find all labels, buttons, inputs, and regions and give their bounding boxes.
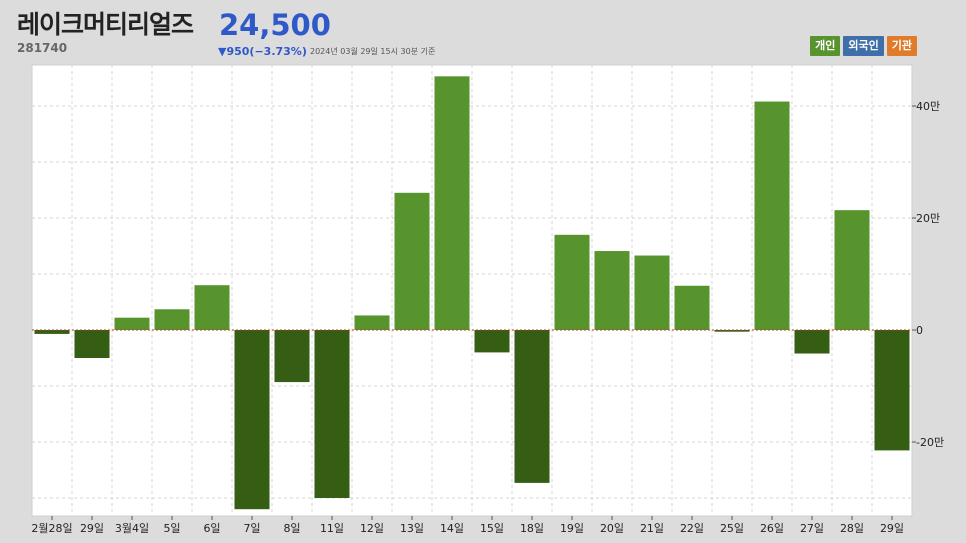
legend-individual[interactable]: 개인 <box>810 36 841 56</box>
bar <box>754 101 790 331</box>
legend-institution[interactable]: 기관 <box>886 36 917 56</box>
x-tick-label: 27일 <box>800 521 824 535</box>
bar <box>674 285 710 330</box>
y-tick-label: -20만 <box>916 436 944 449</box>
x-tick-label: 25일 <box>720 521 744 535</box>
x-tick-label: 7일 <box>243 521 260 535</box>
legend-foreign[interactable]: 외국인 <box>843 36 884 56</box>
stock-code: 281740 <box>17 41 68 55</box>
x-tick-label: 11일 <box>320 521 344 535</box>
x-tick-label: 20일 <box>600 521 624 535</box>
bar <box>714 330 750 332</box>
x-tick-label: 3월4일 <box>115 521 149 535</box>
bar <box>514 330 550 483</box>
bar <box>234 330 270 510</box>
timestamp: 2024년 03월 29일 15시 30분 기준 <box>310 47 436 56</box>
bar <box>594 251 630 330</box>
x-tick-label: 28일 <box>840 521 864 535</box>
x-tick-label: 18일 <box>520 521 544 535</box>
x-tick-label: 29일 <box>880 521 904 535</box>
x-tick-label: 8일 <box>283 521 300 535</box>
x-tick-label: 22일 <box>680 521 704 535</box>
bar <box>314 330 350 498</box>
bar <box>874 330 910 451</box>
y-tick-label: 20만 <box>916 212 940 225</box>
x-tick-label: 19일 <box>560 521 584 535</box>
bar <box>154 309 190 330</box>
y-tick-label: 40만 <box>916 100 940 113</box>
stock-price: 24,500 <box>219 8 331 42</box>
x-tick-label: 12일 <box>360 521 384 535</box>
legend: 개인 외국인 기관 <box>810 36 917 56</box>
bar <box>194 285 230 330</box>
bar <box>114 317 150 330</box>
x-tick-label: 14일 <box>440 521 464 535</box>
y-tick-label: 0 <box>916 324 923 337</box>
bar <box>794 330 830 354</box>
bar <box>474 330 510 353</box>
x-tick-label: 6일 <box>203 521 220 535</box>
x-tick-label: 29일 <box>80 521 104 535</box>
stock-name: 레이크머티리얼즈 <box>17 10 194 39</box>
bar <box>634 255 670 330</box>
x-tick-label: 15일 <box>480 521 504 535</box>
x-tick-label: 26일 <box>760 521 784 535</box>
x-tick-label: 5일 <box>163 521 180 535</box>
bar <box>834 210 870 330</box>
bar <box>354 315 390 330</box>
x-tick-label: 21일 <box>640 521 664 535</box>
price-change: ▼950(−3.73%) <box>218 45 307 58</box>
bar <box>394 192 430 330</box>
bar <box>74 330 110 358</box>
x-tick-label: 13일 <box>400 521 424 535</box>
bar <box>34 330 70 334</box>
bar <box>554 234 590 330</box>
x-tick-label: 2월28일 <box>31 521 72 535</box>
bar <box>274 330 310 383</box>
bar <box>434 76 470 330</box>
